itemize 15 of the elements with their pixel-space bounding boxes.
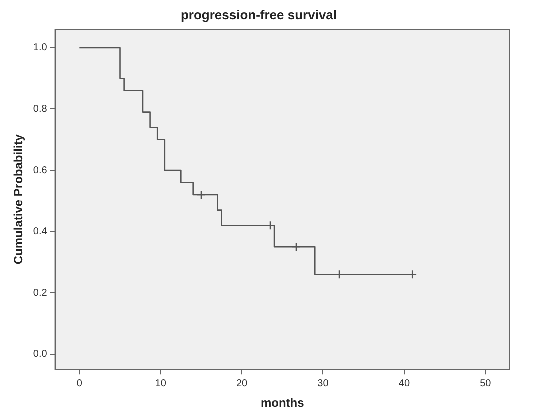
x-tick-label: 20 [236,378,248,390]
y-tick-label: 0.2 [33,288,48,299]
chart-title: progression-free survival [180,7,338,22]
x-axis-title: months [260,396,305,410]
x-tick-label: 30 [318,378,330,390]
x-tick-label: 10 [155,378,167,390]
x-tick-label: 50 [480,378,492,390]
y-tick-label: 0.4 [33,226,48,238]
y-tick-label: 0.6 [33,165,48,176]
y-tick-label: 0.0 [33,349,48,360]
x-tick-label: 40 [398,378,410,390]
y-axis-title: Cumulative Probability [12,134,26,265]
y-tick-label: 0.8 [33,104,48,115]
y-tick-label: 1.0 [33,42,48,54]
x-tick-label: 0 [76,378,83,390]
